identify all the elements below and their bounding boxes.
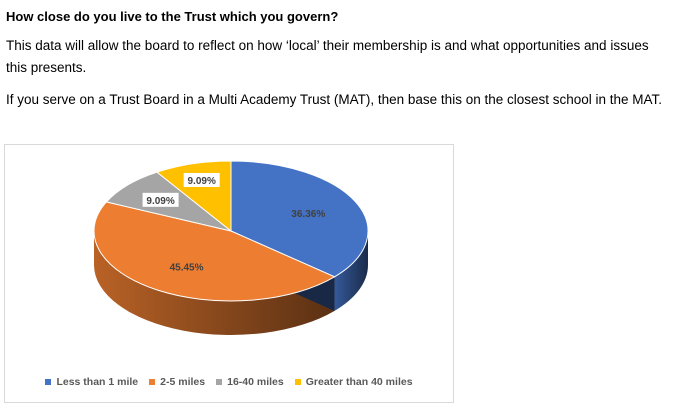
pie-side-less-than-1-mile: [334, 231, 368, 311]
pie-side-2-5-miles: [94, 231, 335, 335]
question-heading: How close do you live to the Trust which…: [6, 9, 339, 24]
legend-label-16-40-miles: 16-40 miles: [227, 376, 284, 388]
data-label-2-5-miles: 45.45%: [170, 262, 204, 273]
legend-item-greater-than-40-miles: Greater than 40 miles: [294, 376, 413, 388]
pie-top-faces: [93, 160, 369, 302]
legend-swatch-2-5-miles: [149, 379, 156, 385]
pie-chart: 36.36% 45.45% 9.09% 9.09% Less than 1 mile 2…: [4, 144, 454, 403]
data-label-less-than-1-mile: 36.36%: [291, 209, 325, 220]
legend-item-less-than-1-mile: Less than 1 mile: [45, 376, 138, 388]
pie-slice-2-5-miles: [93, 201, 336, 302]
legend-swatch-16-40-miles: [216, 379, 223, 385]
data-label-16-40-miles: 9.09%: [146, 196, 174, 207]
legend-item-16-40-miles: 16-40 miles: [216, 376, 284, 388]
intro-paragraph: This data will allow the board to reflec…: [6, 38, 649, 75]
pie-slice-less-than-1-mile: [230, 160, 369, 278]
pie-chart-canvas: 36.36% 45.45% 9.09% 9.09%: [93, 160, 369, 335]
data-label-box-greater-than-40-miles: [183, 172, 220, 187]
pie-data-labels: 36.36% 45.45% 9.09% 9.09%: [142, 172, 325, 273]
data-label-box-16-40-miles: [142, 192, 179, 207]
legend-item-2-5-miles: 2-5 miles: [149, 376, 205, 388]
legend-swatch-greater-than-40-miles: [294, 379, 301, 385]
legend-label-greater-than-40-miles: Greater than 40 miles: [305, 376, 413, 388]
legend-label-2-5-miles: 2-5 miles: [160, 376, 206, 388]
chart-legend: Less than 1 mile 2-5 miles 16-40 miles Grea…: [5, 376, 453, 388]
data-label-greater-than-40-miles: 9.09%: [187, 176, 215, 187]
legend-label-less-than-1-mile: Less than 1 mile: [56, 376, 139, 388]
legend-swatch-less-than-1-mile: [45, 379, 52, 385]
mat-instruction-paragraph: If you serve on a Trust Board in a Multi…: [6, 92, 663, 107]
